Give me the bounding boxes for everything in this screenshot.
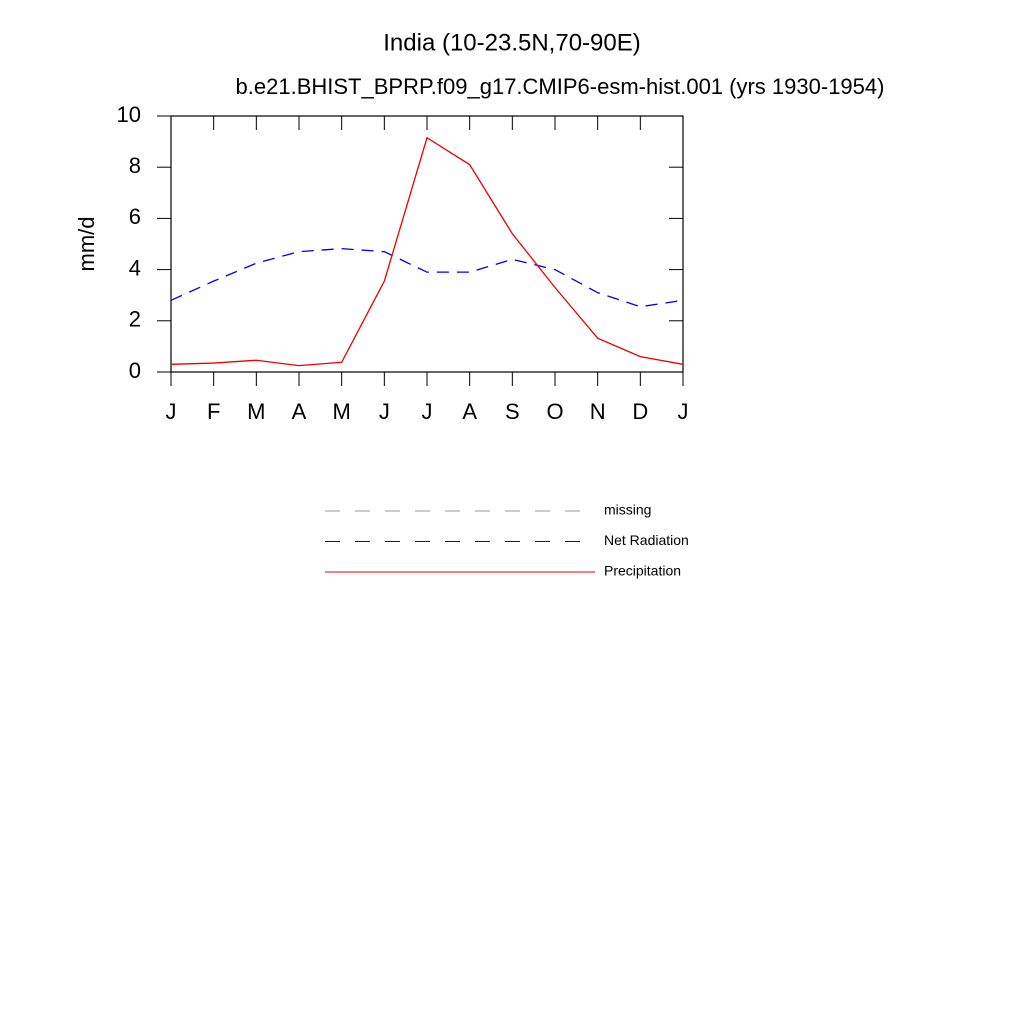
x-tick-label: S: [505, 399, 520, 424]
y-tick-label: 2: [129, 307, 141, 332]
y-tick-label: 6: [129, 204, 141, 229]
chart-subtitle: b.e21.BHIST_BPRP.f09_g17.CMIP6-esm-hist.…: [236, 74, 885, 99]
series-line: [170, 136, 684, 367]
y-tick-label: 0: [129, 358, 141, 383]
x-tick-label: M: [247, 399, 265, 424]
x-tick-label: A: [292, 399, 307, 424]
x-tick-label: N: [590, 399, 606, 424]
y-tick-label: 10: [117, 102, 141, 127]
x-tick-label: F: [207, 399, 220, 424]
x-tick-label: J: [166, 399, 177, 424]
series-line: [170, 247, 684, 308]
legend-label: missing: [604, 502, 651, 518]
chart-title: India (10-23.5N,70-90E): [383, 29, 640, 56]
x-tick-label: J: [422, 399, 433, 424]
y-axis-label: mm/d: [74, 217, 99, 272]
legend-label: Precipitation: [604, 563, 681, 579]
legend-label: Net Radiation: [604, 532, 689, 548]
y-tick-label: 4: [129, 255, 141, 280]
x-tick-label: J: [379, 399, 390, 424]
x-tick-label: D: [632, 399, 648, 424]
x-tick-label: J: [678, 399, 689, 424]
x-tick-label: M: [333, 399, 351, 424]
y-tick-label: 8: [129, 153, 141, 178]
x-tick-label: O: [546, 399, 563, 424]
x-tick-label: A: [462, 399, 477, 424]
plot-frame: [170, 115, 684, 373]
